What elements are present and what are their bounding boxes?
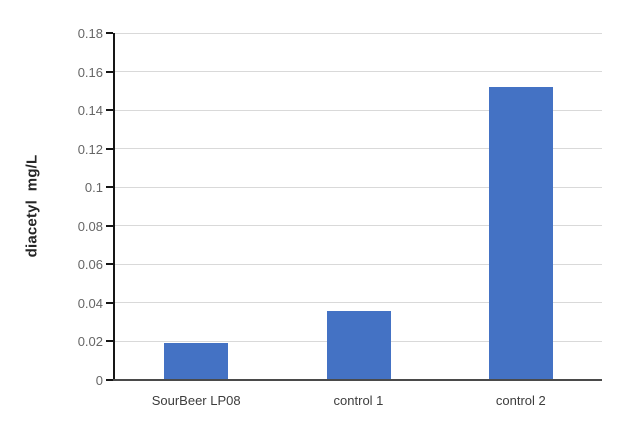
y-tick-label: 0.06 [77,257,103,273]
bar [164,343,229,380]
y-axis-tick [106,186,113,189]
x-tick-label: control 1 [333,393,384,408]
gridline [115,302,602,304]
y-axis-tick [106,263,113,266]
y-tick-label: 0.12 [77,141,103,157]
gridline [115,186,602,188]
gridline [115,32,602,34]
y-tick-label: 0.02 [77,334,103,350]
bar [326,310,391,380]
y-tick-label: 0.18 [77,26,103,41]
gridline [115,225,602,227]
bar [488,86,553,380]
y-tick-label: 0.16 [77,64,103,80]
y-axis-tick [106,109,113,112]
y-axis-tick [106,340,113,343]
y-axis-tick [106,301,113,304]
gridline [115,148,602,150]
x-tick-label: control 2 [495,393,546,408]
gridline [115,71,602,73]
y-tick-label: 0.14 [77,103,103,119]
gridline [115,263,602,265]
plot-area: 0 0.02 0.04 0.06 0.08 0.1 0.12 0.14 0.16 0.18 Sour… [78,26,602,408]
x-axis-line [113,379,602,381]
x-tick-label: SourBeer LP08 [151,393,241,408]
y-axis-title: diacetyl mg/L [23,154,41,258]
gridline [115,109,602,111]
y-axis-tick [106,147,113,150]
y-axis-tick [106,379,113,381]
y-tick-label: 0.04 [77,295,103,311]
y-axis-tick [106,224,113,227]
y-axis-tick [106,70,113,73]
y-axis-tick [106,32,113,34]
y-tick-label: 0.08 [77,218,103,234]
y-tick-label: 0 [95,373,103,388]
y-tick-label: 0.1 [84,180,103,196]
